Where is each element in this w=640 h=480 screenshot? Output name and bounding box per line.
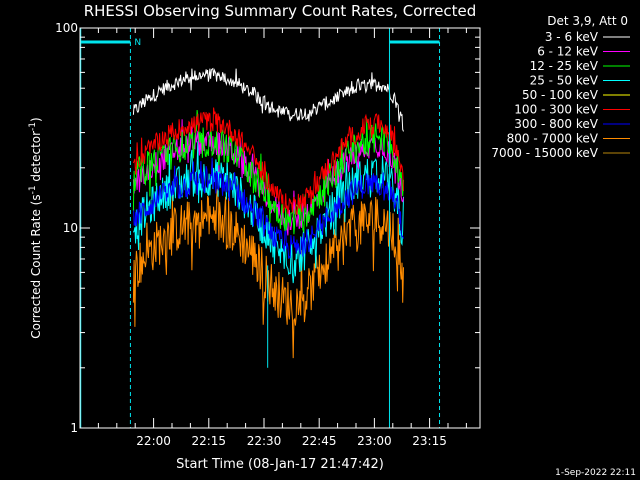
legend-label: 25 - 50 keV [530, 74, 599, 88]
y-tick-label: 1 [70, 421, 78, 435]
footer-date: 1-Sep-2022 22:11 [555, 468, 636, 478]
legend-label: 6 - 12 keV [537, 45, 599, 59]
legend-label: 800 - 7000 keV [507, 132, 599, 146]
x-axis-label: Start Time (08-Jan-17 21:47:42) [176, 457, 384, 472]
x-tick-label: 23:15 [412, 434, 447, 448]
series-line-0 [132, 67, 404, 132]
series-line-1 [132, 119, 404, 236]
x-tick-label: 22:00 [136, 434, 171, 448]
legend-label: 7000 - 15000 keV [491, 146, 598, 160]
legend-header: Det 3,9, Att 0 [547, 14, 628, 28]
series-line-3 [132, 141, 404, 284]
axes-layer: 100 10 1 22:00 22:15 22:30 22:45 23:00 23:15 [55, 21, 481, 448]
legend-label: 100 - 300 keV [514, 103, 598, 117]
legend-label: 3 - 6 keV [545, 30, 599, 44]
legend-label: 300 - 800 keV [514, 117, 598, 131]
y-axis-label: Corrected Count Rate (s-1 detector-1) [28, 117, 43, 338]
chart-title: RHESSI Observing Summary Count Rates, Co… [84, 2, 477, 20]
series-line-5 [132, 107, 404, 215]
y-tick-label: 100 [55, 21, 78, 35]
legend-label: 12 - 25 keV [530, 59, 599, 73]
series-layer [132, 67, 404, 359]
legend-label: 50 - 100 keV [522, 88, 599, 102]
series-line-2 [132, 109, 404, 235]
x-tick-label: 22:45 [302, 434, 337, 448]
series-line-6 [132, 157, 404, 259]
x-tick-label: 23:00 [357, 434, 392, 448]
x-tick-label: 22:15 [191, 434, 226, 448]
y-tick-label: 10 [63, 221, 78, 235]
x-tick-label: 22:30 [247, 434, 282, 448]
flag-bar-label: N [134, 38, 141, 48]
series-line-7 [132, 188, 404, 359]
